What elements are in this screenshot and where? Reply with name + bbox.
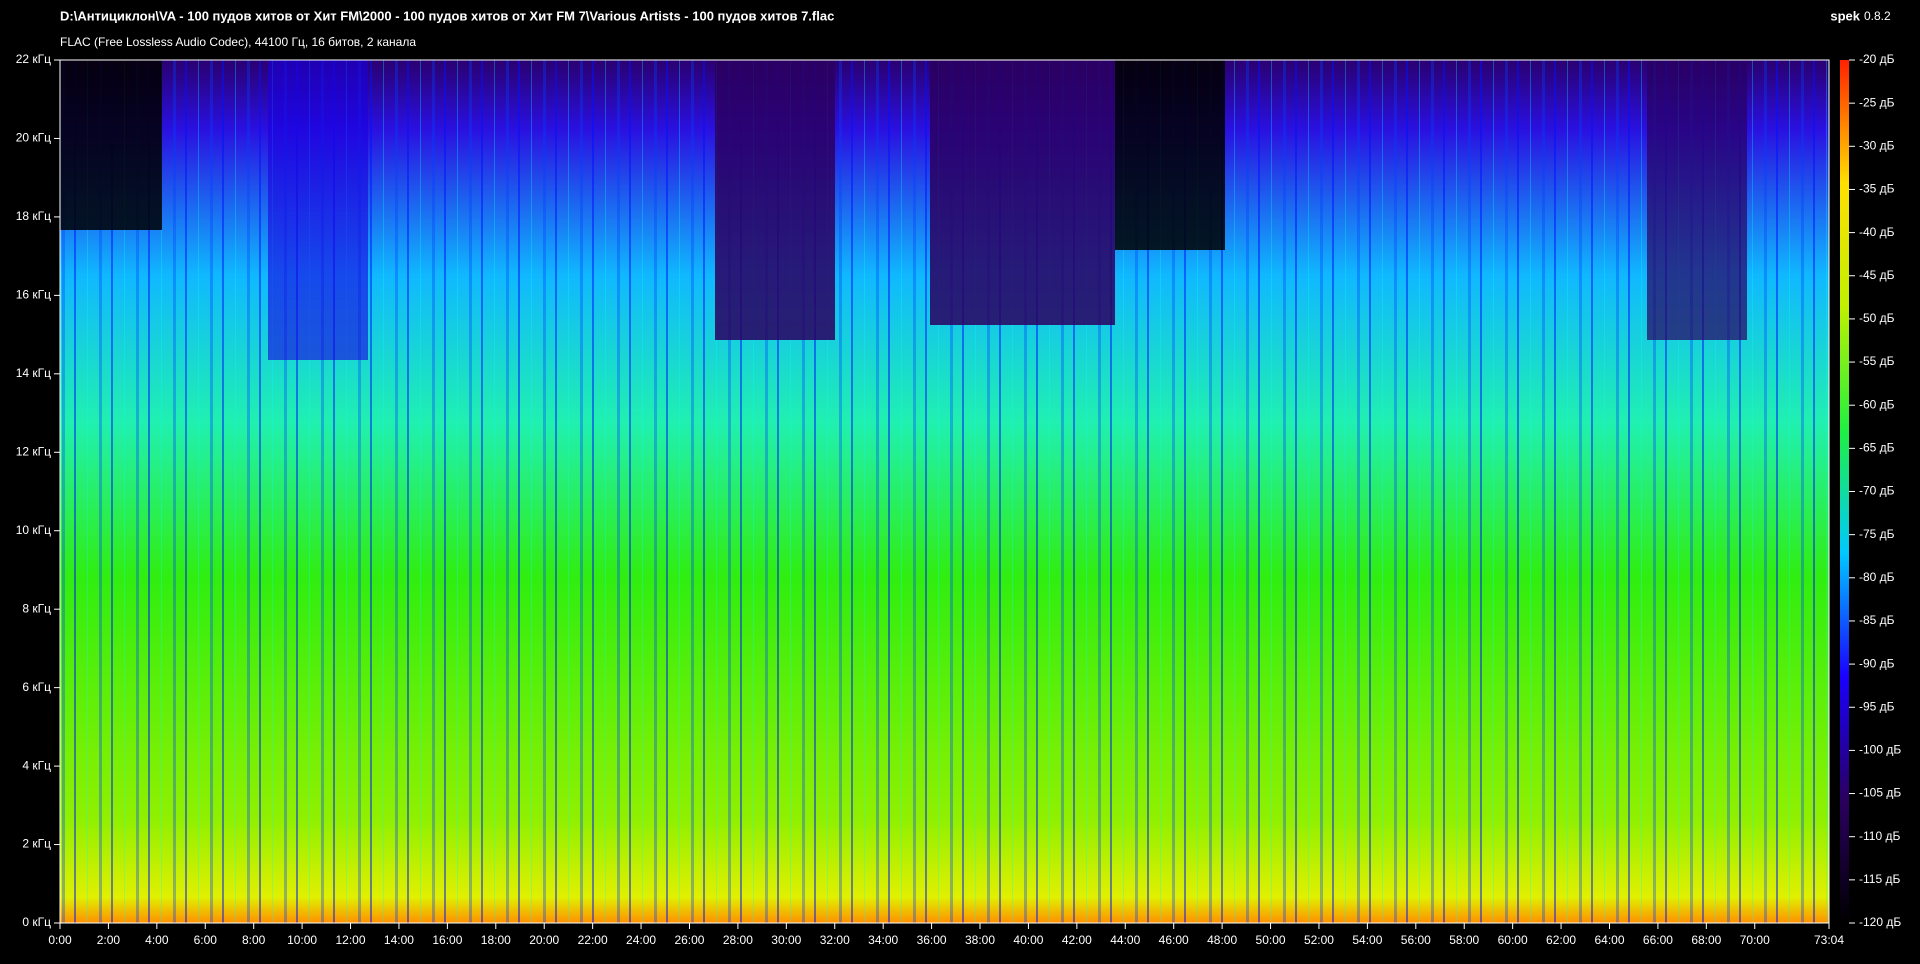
x-tick-label: 32:00	[820, 933, 850, 947]
x-tick-label: 2:00	[97, 933, 121, 947]
colorbar-tick-label: -120 дБ	[1859, 915, 1901, 929]
file-title: D:\Антициклон\VA - 100 пудов хитов от Хи…	[60, 8, 834, 23]
spectrogram	[60, 60, 1829, 923]
colorbar-tick-label: -70 дБ	[1859, 484, 1895, 498]
y-tick-label: 20 кГц	[16, 131, 51, 145]
x-tick-label: 42:00	[1062, 933, 1092, 947]
colorbar-tick-label: -50 дБ	[1859, 311, 1895, 325]
x-tick-label: 26:00	[674, 933, 704, 947]
x-tick-label: 56:00	[1401, 933, 1431, 947]
x-tick-label: 60:00	[1498, 933, 1528, 947]
colorbar-tick-label: -45 дБ	[1859, 268, 1895, 282]
x-tick-label: 20:00	[529, 933, 559, 947]
colorbar-tick-label: -100 дБ	[1859, 743, 1901, 757]
y-tick-label: 14 кГц	[16, 366, 51, 380]
x-tick-label: 50:00	[1256, 933, 1286, 947]
y-tick-label: 18 кГц	[16, 209, 51, 223]
colorbar-tick-label: -20 дБ	[1859, 52, 1895, 66]
x-tick-label: 14:00	[384, 933, 414, 947]
x-tick-label: 4:00	[145, 933, 169, 947]
x-tick-label: 36:00	[917, 933, 947, 947]
colorbar-tick-label: -55 дБ	[1859, 354, 1895, 368]
x-tick-label: 22:00	[578, 933, 608, 947]
y-tick-label: 10 кГц	[16, 523, 51, 537]
spectrogram-shade	[268, 60, 368, 360]
x-tick-label: 12:00	[336, 933, 366, 947]
x-tick-label: 18:00	[481, 933, 511, 947]
colorbar-tick-label: -90 дБ	[1859, 656, 1895, 670]
y-tick-label: 22 кГц	[16, 52, 51, 66]
colorbar-tick-label: -105 дБ	[1859, 786, 1901, 800]
y-tick-label: 2 кГц	[22, 837, 51, 851]
x-tick-label: 28:00	[723, 933, 753, 947]
colorbar-tick-label: -110 дБ	[1859, 829, 1900, 843]
colorbar-tick-label: -60 дБ	[1859, 397, 1895, 411]
x-tick-label: 0:00	[48, 933, 72, 947]
x-tick-label: 68:00	[1691, 933, 1721, 947]
y-tick-label: 6 кГц	[22, 680, 51, 694]
app-name: spek	[1830, 8, 1860, 23]
x-tick-label: 62:00	[1546, 933, 1576, 947]
colorbar-tick-label: -115 дБ	[1859, 872, 1900, 886]
colorbar-tick-label: -30 дБ	[1859, 138, 1895, 152]
spectrogram-shade	[60, 60, 162, 230]
y-tick-label: 0 кГц	[22, 915, 51, 929]
spectrogram-shade	[1647, 60, 1747, 340]
colorbar-tick-label: -85 дБ	[1859, 613, 1895, 627]
colorbar-tick-label: -65 дБ	[1859, 441, 1895, 455]
colorbar-tick-label: -35 дБ	[1859, 182, 1895, 196]
x-tick-label: 48:00	[1207, 933, 1237, 947]
x-tick-label: 46:00	[1159, 933, 1189, 947]
x-tick-label: 6:00	[194, 933, 218, 947]
colorbar-tick-label: -75 дБ	[1859, 527, 1895, 541]
x-tick-label: 58:00	[1449, 933, 1479, 947]
spectrogram-shade	[930, 60, 1115, 325]
x-tick-label: 24:00	[626, 933, 656, 947]
y-tick-label: 4 кГц	[22, 758, 51, 772]
colorbar-tick-label: -40 дБ	[1859, 225, 1895, 239]
y-tick-label: 12 кГц	[16, 444, 51, 458]
x-tick-label: 70:00	[1740, 933, 1770, 947]
x-tick-label: 73:04	[1814, 933, 1844, 947]
x-tick-label: 10:00	[287, 933, 317, 947]
colorbar	[1840, 60, 1849, 923]
plot-frame	[59, 59, 1830, 924]
x-tick-label: 40:00	[1013, 933, 1043, 947]
x-tick-label: 66:00	[1643, 933, 1673, 947]
spectrogram-shade	[1115, 60, 1225, 250]
x-tick-label: 38:00	[965, 933, 995, 947]
spectrogram-shade	[715, 60, 835, 340]
x-tick-label: 44:00	[1110, 933, 1140, 947]
y-tick-label: 16 кГц	[16, 288, 51, 302]
app-version: 0.8.2	[1864, 9, 1891, 23]
file-info: FLAC (Free Lossless Audio Codec), 44100 …	[60, 35, 416, 49]
x-tick-label: 16:00	[432, 933, 462, 947]
colorbar-tick-label: -80 дБ	[1859, 570, 1895, 584]
x-tick-label: 34:00	[868, 933, 898, 947]
x-tick-label: 30:00	[771, 933, 801, 947]
y-tick-label: 8 кГц	[22, 601, 51, 615]
x-tick-label: 64:00	[1594, 933, 1624, 947]
colorbar-tick-label: -25 дБ	[1859, 95, 1895, 109]
x-tick-label: 8:00	[242, 933, 266, 947]
x-tick-label: 52:00	[1304, 933, 1334, 947]
x-tick-label: 54:00	[1352, 933, 1382, 947]
colorbar-tick-label: -95 дБ	[1859, 699, 1895, 713]
